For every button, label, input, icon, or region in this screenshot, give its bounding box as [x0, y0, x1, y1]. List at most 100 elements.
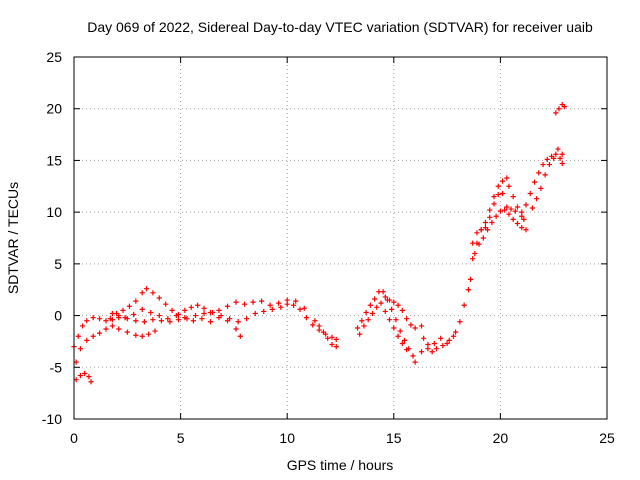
data-point: [450, 333, 457, 339]
data-point: [269, 306, 275, 312]
y-tick-label: 10: [46, 204, 62, 220]
series-track-f: [312, 318, 339, 350]
data-point: [182, 315, 188, 321]
data-point: [553, 151, 559, 157]
data-point: [493, 213, 499, 219]
data-point: [410, 353, 416, 359]
data-point: [190, 318, 196, 324]
data-point: [188, 304, 194, 310]
data-point: [412, 359, 418, 365]
data-point: [325, 335, 331, 341]
data-point: [207, 319, 214, 325]
data-point: [96, 330, 103, 336]
data-point: [508, 206, 514, 212]
data-point: [429, 349, 435, 355]
y-tick-label: -5: [50, 359, 63, 375]
data-point: [278, 304, 284, 310]
data-point: [438, 335, 444, 341]
data-point: [395, 333, 401, 339]
data-point: [502, 207, 508, 213]
y-tick-label: 25: [46, 49, 62, 65]
data-point: [333, 336, 339, 342]
data-point: [461, 302, 467, 308]
data-point: [293, 298, 299, 304]
data-point: [148, 309, 154, 316]
data-point: [421, 335, 427, 341]
data-point: [470, 256, 476, 262]
data-point: [267, 302, 273, 308]
data-point: [431, 340, 437, 347]
data-point: [393, 317, 399, 323]
data-point: [224, 303, 231, 309]
data-point: [470, 240, 476, 246]
data-point: [116, 312, 122, 319]
data-point: [88, 379, 94, 385]
data-point: [403, 316, 410, 322]
data-point: [386, 317, 393, 323]
data-point: [467, 276, 474, 282]
data-point: [165, 316, 171, 322]
data-point: [143, 286, 150, 292]
data-point: [478, 227, 484, 233]
data-point: [96, 316, 103, 322]
data-point: [553, 110, 559, 116]
data-point: [531, 179, 538, 185]
data-point: [131, 311, 137, 318]
series-track-j: [418, 276, 474, 355]
data-point: [75, 333, 81, 339]
data-point: [150, 317, 156, 323]
data-point: [90, 315, 96, 321]
data-point: [382, 294, 388, 300]
data-point: [382, 308, 388, 315]
data-point: [506, 211, 512, 217]
data-point: [86, 373, 92, 380]
data-point: [446, 337, 452, 343]
data-point: [163, 301, 169, 307]
data-point: [499, 178, 506, 184]
data-point: [139, 306, 145, 312]
y-tick-label: 0: [54, 308, 62, 324]
data-point: [403, 347, 410, 353]
data-point: [120, 307, 126, 313]
data-point: [284, 297, 290, 303]
data-point: [444, 340, 450, 347]
x-tick-label: 10: [279, 430, 295, 446]
data-point: [538, 185, 544, 191]
data-point: [399, 340, 405, 347]
data-point: [482, 219, 489, 226]
data-point: [544, 156, 550, 162]
data-point: [489, 219, 495, 226]
data-point: [425, 341, 431, 348]
data-point: [122, 315, 128, 321]
data-point: [408, 322, 414, 328]
data-point: [378, 300, 384, 306]
data-point: [514, 204, 521, 210]
data-point: [542, 172, 548, 178]
data-point: [175, 317, 182, 323]
data-point: [244, 316, 250, 322]
series-track-k: [418, 333, 457, 355]
data-point: [173, 312, 179, 319]
data-point: [192, 312, 199, 319]
data-point: [391, 325, 397, 331]
data-point: [497, 208, 503, 214]
data-point: [290, 302, 297, 308]
data-point: [527, 190, 533, 197]
x-tick-label: 0: [70, 430, 78, 446]
data-point: [495, 191, 501, 198]
data-point: [310, 322, 316, 328]
data-point: [237, 333, 243, 339]
data-point: [536, 170, 542, 176]
data-point: [224, 318, 231, 324]
y-tick-label: 5: [54, 256, 62, 272]
data-point: [372, 296, 378, 302]
data-point: [320, 329, 327, 335]
data-point: [386, 297, 393, 303]
data-point: [546, 161, 553, 168]
data-point: [363, 309, 369, 316]
data-point: [261, 308, 267, 315]
data-point: [79, 323, 86, 329]
data-point: [233, 326, 239, 332]
data-point: [453, 329, 459, 335]
series-track-b: [73, 323, 158, 365]
